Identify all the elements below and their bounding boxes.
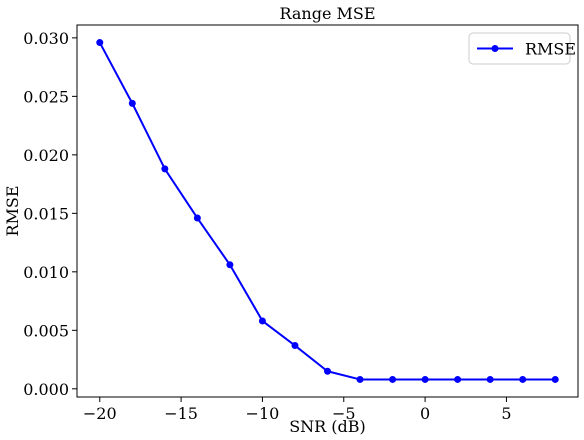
data-point	[324, 367, 331, 375]
legend-box	[468, 32, 571, 65]
y-tick-label: 0.030	[23, 29, 69, 48]
x-axis: −20 −15 −10 −5 0 5	[83, 397, 512, 423]
data-point	[291, 342, 299, 350]
data-point	[421, 375, 429, 383]
data-point	[161, 165, 169, 173]
y-tick-label: 0.000	[23, 380, 69, 399]
y-tick-label: 0.015	[23, 204, 69, 223]
y-tick-label: 0.025	[23, 87, 69, 106]
series-line	[98, 42, 556, 381]
y-axis-title: RMSE	[3, 185, 22, 236]
x-tick-label: 5	[501, 404, 511, 423]
data-point	[356, 375, 364, 383]
x-tick-label: −20	[83, 404, 117, 423]
data-point	[389, 375, 397, 383]
x-axis-title: SNR (dB)	[289, 417, 366, 436]
series-0	[96, 39, 559, 383]
x-tick-label: −5	[332, 404, 356, 423]
y-tick-label: 0.010	[23, 263, 69, 282]
x-tick-label: 0	[420, 404, 430, 423]
data-point	[486, 375, 494, 383]
data-point	[551, 375, 559, 383]
data-point	[193, 214, 201, 222]
data-point	[519, 375, 527, 383]
x-tick-label: −15	[164, 404, 198, 423]
data-point	[258, 317, 266, 325]
x-tick-label: −10	[246, 404, 280, 423]
legend: RMSE	[468, 32, 576, 65]
legend-marker	[491, 45, 499, 52]
y-axis: 0.000 0.005 0.010 0.015 0.020 0.025 0.030	[23, 29, 77, 399]
chart-title: Range MSE	[279, 4, 375, 23]
data-point	[226, 261, 234, 269]
plot-area	[76, 24, 579, 398]
series-layer	[96, 39, 559, 383]
legend-label: RMSE	[525, 40, 576, 59]
y-tick-label: 0.005	[23, 321, 69, 340]
data-point	[454, 375, 462, 383]
data-point	[128, 99, 136, 107]
data-point	[96, 39, 104, 47]
y-tick-label: 0.020	[23, 146, 69, 165]
plot-frame	[76, 24, 579, 398]
